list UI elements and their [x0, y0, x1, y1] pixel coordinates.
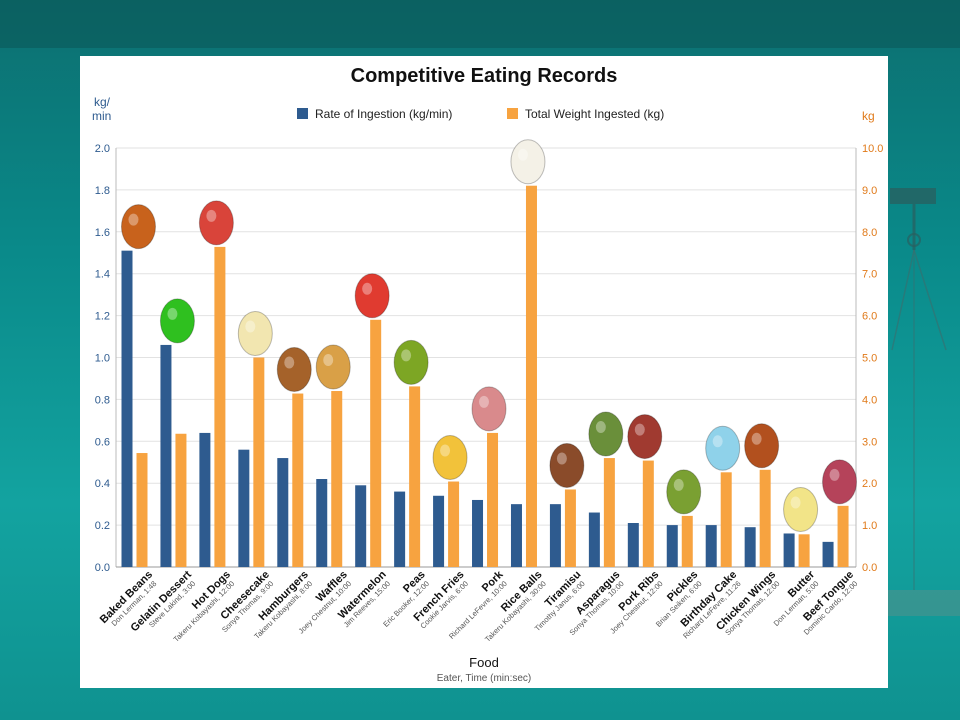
tiramisu-icon [549, 442, 585, 488]
right-tick-label: 0.0 [862, 562, 877, 574]
right-tick-label: 3.0 [862, 436, 877, 448]
bar-total-weight-ingested [487, 432, 499, 567]
bar-total-weight-ingested [759, 469, 771, 567]
right-tick-label: 2.0 [862, 478, 877, 490]
bar-total-weight-ingested [214, 246, 226, 567]
bar-rate-of-ingestion [355, 485, 367, 567]
right-tick-label: 6.0 [862, 311, 877, 323]
bar-total-weight-ingested [409, 386, 421, 567]
bar-rate-of-ingestion [277, 458, 289, 567]
watermelon-icon [354, 273, 390, 319]
bar-rate-of-ingestion [433, 495, 445, 567]
butter-icon [783, 486, 819, 532]
bar-total-weight-ingested [253, 357, 265, 567]
asparagus-icon [588, 411, 624, 457]
right-tick-label: 8.0 [862, 227, 877, 239]
bar-total-weight-ingested [292, 393, 304, 567]
left-tick-label: 0.8 [95, 394, 110, 406]
bar-rate-of-ingestion [394, 491, 406, 567]
scale-decoration-icon [886, 188, 960, 616]
pork-icon [471, 386, 507, 432]
right-tick-label: 1.0 [862, 520, 877, 532]
bar-rate-of-ingestion [510, 504, 522, 567]
bar-total-weight-ingested [175, 433, 187, 567]
birthday-cake-icon [705, 425, 741, 471]
bar-total-weight-ingested [720, 472, 732, 567]
bar-rate-of-ingestion [705, 525, 717, 567]
chicken-wing-icon [744, 423, 780, 469]
left-tick-label: 1.4 [95, 269, 110, 281]
hamburger-icon [276, 347, 312, 393]
rice-balls-icon [510, 139, 546, 185]
chart: Competitive Eating Records kg/ min kg Ra… [92, 65, 883, 684]
left-tick-label: 0.0 [95, 562, 110, 574]
left-tick-label: 2.0 [95, 143, 110, 155]
bar-rate-of-ingestion [160, 344, 172, 567]
left-tick-label: 1.2 [95, 311, 110, 323]
beef-tongue-icon [822, 459, 858, 505]
waffle-icon [315, 344, 351, 390]
right-axis-unit: kg [862, 109, 875, 123]
left-axis-unit-line2: min [92, 109, 111, 123]
beans-icon [120, 204, 156, 250]
bar-rate-of-ingestion [238, 449, 250, 567]
bar-rate-of-ingestion [549, 504, 561, 567]
legend-label-weight: Total Weight Ingested (kg) [525, 107, 664, 121]
pickle-icon [666, 469, 702, 515]
peas-icon [393, 339, 429, 385]
bar-total-weight-ingested [331, 391, 343, 567]
bar-rate-of-ingestion [783, 533, 795, 567]
legend: Rate of Ingestion (kg/min) Total Weight … [297, 107, 664, 121]
bar-total-weight-ingested [136, 453, 148, 567]
chart-panel: Competitive Eating Records kg/ min kg Ra… [80, 56, 888, 688]
x-axis-sublabel: Eater, Time (min:sec) [437, 673, 531, 684]
bar-rate-of-ingestion [666, 525, 678, 567]
bar-rate-of-ingestion [199, 432, 211, 567]
bar-total-weight-ingested [448, 481, 460, 567]
bar-total-weight-ingested [642, 460, 654, 567]
bar-total-weight-ingested [837, 505, 849, 567]
right-tick-label: 5.0 [862, 353, 877, 365]
bar-rate-of-ingestion [472, 499, 484, 567]
right-tick-label: 4.0 [862, 394, 877, 406]
x-axis-label: Food [469, 655, 499, 670]
left-axis-unit-line1: kg/ [94, 95, 111, 109]
french-fries-icon [432, 435, 468, 481]
bar-rate-of-ingestion [588, 512, 600, 567]
gelatin-icon [159, 298, 195, 344]
slide-header-band [0, 0, 960, 48]
cheesecake-icon [237, 311, 273, 356]
right-tick-label: 9.0 [862, 185, 877, 197]
left-tick-label: 1.8 [95, 185, 110, 197]
legend-swatch-weight [507, 108, 518, 119]
bar-rate-of-ingestion [121, 250, 133, 567]
bar-total-weight-ingested [370, 319, 382, 567]
right-tick-label: 7.0 [862, 269, 877, 281]
bar-rate-of-ingestion [822, 541, 834, 567]
pork-ribs-icon [627, 414, 663, 460]
bar-rate-of-ingestion [627, 523, 639, 567]
left-tick-label: 0.2 [95, 520, 110, 532]
hot-dog-icon [198, 200, 234, 246]
chart-title: Competitive Eating Records [351, 65, 618, 87]
bar-total-weight-ingested [564, 489, 576, 567]
left-tick-label: 1.0 [95, 353, 110, 365]
bar-rate-of-ingestion [744, 527, 756, 567]
legend-label-rate: Rate of Ingestion (kg/min) [315, 107, 452, 121]
left-tick-label: 1.6 [95, 227, 110, 239]
bar-total-weight-ingested [525, 185, 537, 567]
bar-rate-of-ingestion [316, 479, 328, 567]
right-tick-label: 10.0 [862, 143, 883, 155]
bar-total-weight-ingested [681, 515, 693, 567]
left-tick-label: 0.4 [95, 478, 110, 490]
left-tick-label: 0.6 [95, 436, 110, 448]
bar-total-weight-ingested [798, 534, 810, 567]
legend-swatch-rate [297, 108, 308, 119]
bar-total-weight-ingested [603, 458, 615, 567]
